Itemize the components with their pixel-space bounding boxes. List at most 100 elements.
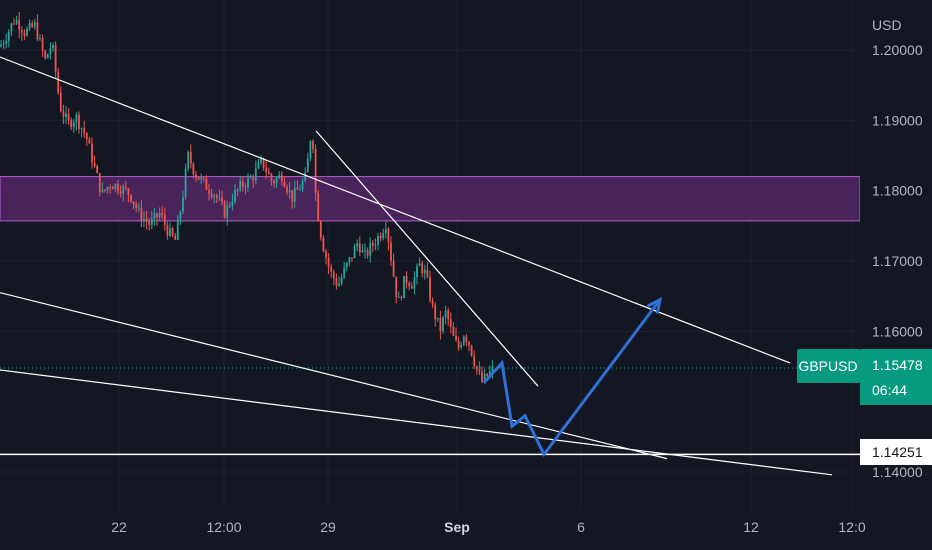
candle-body <box>434 304 437 320</box>
candle-body <box>202 177 205 179</box>
candle-body <box>54 45 57 72</box>
candle-body <box>189 151 192 164</box>
candle-body <box>280 175 283 182</box>
candle-body <box>31 23 34 27</box>
candle-body <box>33 22 36 27</box>
candle-body <box>299 189 301 191</box>
candle-body <box>83 128 86 133</box>
candle-body <box>57 71 60 93</box>
candle-body <box>49 48 52 55</box>
x-tick-label: 22 <box>111 519 127 535</box>
symbol-badge <box>797 349 860 383</box>
candle-body <box>460 344 463 348</box>
candle-body <box>247 177 249 188</box>
price-badge <box>860 349 932 405</box>
candle-body <box>449 319 452 328</box>
candle-body <box>366 250 369 256</box>
candle-body <box>270 174 273 182</box>
time-scale[interactable]: 22 12:00 29 Sep 6 12 12:0 <box>111 519 866 535</box>
candle-body <box>309 141 312 159</box>
candle-body <box>340 277 343 284</box>
candle-body <box>439 317 442 332</box>
level-badge: 1.14251 <box>860 439 932 465</box>
candle-body <box>197 177 200 180</box>
candle-body <box>371 243 374 246</box>
candle-body <box>273 181 275 184</box>
candle-body <box>182 196 184 212</box>
candle-body <box>153 213 156 219</box>
candle-body <box>353 246 356 259</box>
candle-body <box>426 269 429 277</box>
projection-line <box>482 298 662 458</box>
candle-body <box>145 218 148 222</box>
candle-body <box>452 327 455 336</box>
candle-body <box>163 215 166 225</box>
projection-path[interactable] <box>482 296 663 458</box>
candle-body <box>111 187 114 190</box>
candle-body <box>72 122 75 128</box>
candle-body <box>2 43 5 45</box>
candle-body <box>135 204 138 209</box>
candle-body <box>67 113 70 121</box>
candle-body <box>304 172 307 181</box>
candle-body <box>26 28 28 36</box>
candle-body <box>395 276 398 298</box>
y-axis-ticks: 1.20000 1.19000 1.18000 1.17000 1.16000 1.140… <box>872 42 923 480</box>
candle-body <box>140 207 143 222</box>
price-scale[interactable]: USD 1.200001.190001.180001.170001.160001… <box>797 0 932 550</box>
candle-body <box>431 300 434 305</box>
candle-body <box>332 271 335 279</box>
symbol-badge-label: GBPUSD <box>798 358 857 374</box>
candle-body <box>39 38 41 40</box>
candle-body <box>234 190 236 202</box>
candle-body <box>98 173 101 192</box>
candle-body <box>130 194 132 202</box>
candle-body <box>291 190 294 202</box>
candle-body <box>223 201 226 218</box>
candle-body <box>267 171 270 175</box>
candle-body <box>104 189 106 191</box>
candle-body <box>361 250 364 253</box>
candle-body <box>478 369 481 372</box>
y-tick-label: 1.18000 <box>872 183 923 199</box>
candle-body <box>218 197 221 199</box>
candle-body <box>317 193 320 222</box>
candle-body <box>265 167 268 172</box>
x-tick-label: Sep <box>444 519 470 535</box>
candle-body <box>283 181 286 187</box>
level-price-value: 1.14251 <box>872 444 923 460</box>
candle-body <box>392 260 395 277</box>
candle-body <box>335 278 338 286</box>
candle-body <box>348 257 351 263</box>
candle-body <box>491 366 494 372</box>
trend-line <box>315 130 539 387</box>
bar-countdown: 06:44 <box>872 382 907 398</box>
candle-body <box>319 221 322 238</box>
candle-body <box>410 286 413 289</box>
y-tick-label: 1.19000 <box>872 112 923 128</box>
candle-body <box>36 22 39 40</box>
candle-body <box>156 213 158 218</box>
candle-body <box>429 276 431 301</box>
candle-body <box>262 157 265 168</box>
candle-body <box>390 242 392 261</box>
candle-body <box>444 310 447 318</box>
candle-body <box>119 191 122 194</box>
x-tick-label: 6 <box>577 519 585 535</box>
y-tick-label: 1.16000 <box>872 323 923 339</box>
candle-body <box>301 180 304 190</box>
candle-body <box>187 151 190 169</box>
candle-body <box>314 148 317 194</box>
candle-body <box>174 235 177 240</box>
candle-body <box>13 23 15 25</box>
candle-body <box>397 296 400 298</box>
candle-body <box>96 166 99 174</box>
candle-body <box>312 141 314 149</box>
candle-body <box>195 174 197 178</box>
candle-body <box>46 54 49 59</box>
candle-body <box>377 235 379 245</box>
candle-body <box>166 224 169 236</box>
x-tick-label: 12:00 <box>206 519 241 535</box>
